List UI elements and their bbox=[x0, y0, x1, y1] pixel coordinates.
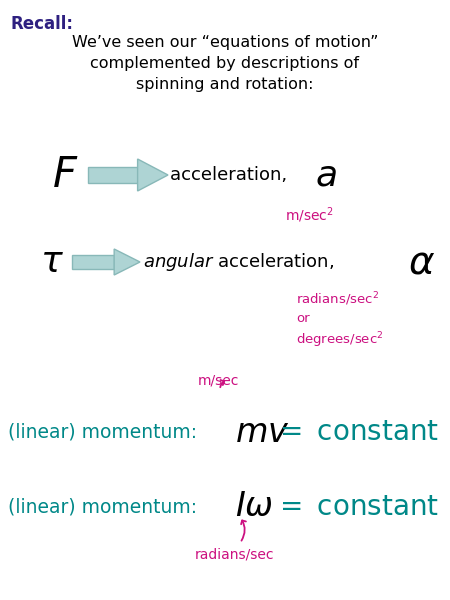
Text: radians/sec: radians/sec bbox=[195, 548, 275, 562]
Text: $\mathbf{\mathit{mv}}$: $\mathbf{\mathit{mv}}$ bbox=[235, 415, 290, 449]
Text: $\mathrm{m/sec^2}$: $\mathrm{m/sec^2}$ bbox=[285, 205, 334, 224]
Text: m/sec: m/sec bbox=[197, 374, 238, 388]
FancyBboxPatch shape bbox=[72, 255, 114, 269]
Text: $\mathrm{radians/sec^2}$
or
$\mathrm{degrees/sec^2}$: $\mathrm{radians/sec^2}$ or $\mathrm{deg… bbox=[296, 290, 383, 350]
Text: $=$ constant: $=$ constant bbox=[274, 418, 439, 446]
Text: (linear) momentum:: (linear) momentum: bbox=[8, 497, 203, 517]
Text: $\mathit{angular}$ acceleration,: $\mathit{angular}$ acceleration, bbox=[143, 251, 342, 273]
Text: $=$ constant: $=$ constant bbox=[274, 493, 439, 521]
Text: $\mathit{\alpha}$: $\mathit{\alpha}$ bbox=[408, 243, 435, 281]
Text: Recall:: Recall: bbox=[10, 15, 73, 33]
Text: acceleration,: acceleration, bbox=[170, 166, 293, 184]
Text: $\mathbf{\mathit{F}}$: $\mathbf{\mathit{F}}$ bbox=[52, 154, 78, 196]
Text: (linear) momentum:: (linear) momentum: bbox=[8, 422, 203, 442]
Text: We’ve seen our “equations of motion”
complemented by descriptions of
spinning an: We’ve seen our “equations of motion” com… bbox=[72, 35, 378, 92]
Polygon shape bbox=[138, 159, 168, 191]
Text: $\mathit{a}$: $\mathit{a}$ bbox=[315, 158, 337, 192]
FancyBboxPatch shape bbox=[88, 167, 138, 184]
Text: $\mathbf{\mathit{I\omega}}$: $\mathbf{\mathit{I\omega}}$ bbox=[235, 491, 273, 523]
Text: $\mathit{\tau}$: $\mathit{\tau}$ bbox=[40, 245, 64, 279]
Polygon shape bbox=[114, 249, 140, 275]
